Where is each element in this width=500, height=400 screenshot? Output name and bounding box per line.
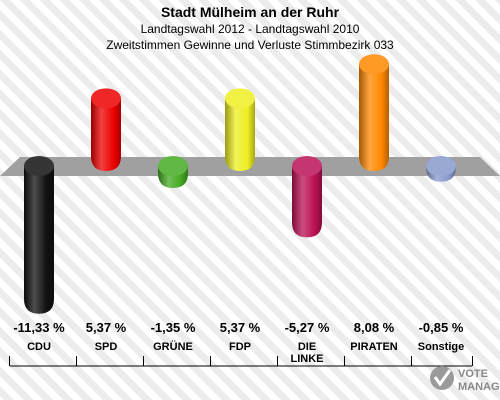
bar-cap-piraten <box>359 54 389 75</box>
bar-cap-spd <box>91 88 121 109</box>
category-label-cdu: CDU <box>27 341 51 353</box>
value-label-cdu: -11,33 % <box>13 320 65 335</box>
category-label-fdp: FDP <box>229 341 251 353</box>
bar-piraten <box>359 64 389 171</box>
bar-cap-grüne <box>158 156 188 176</box>
watermark-text-bottom: MANAGER <box>458 381 500 393</box>
bar-cap-fdp <box>225 88 255 109</box>
bar-cap-die-linke <box>292 156 322 176</box>
chart-subtitle-2: Zweitstimmen Gewinne und Verluste Stimmb… <box>106 38 394 52</box>
value-label-piraten: 8,08 % <box>354 320 395 335</box>
bar-cap-cdu <box>24 156 54 176</box>
bar-cdu <box>24 166 54 314</box>
value-label-fdp: 5,37 % <box>220 320 261 335</box>
value-label-sonstige: -0,85 % <box>419 320 464 335</box>
watermark-text-top: VOTE <box>458 368 488 380</box>
watermark-check-icon <box>433 369 452 387</box>
bar-spd <box>91 98 121 171</box>
category-label-sonstige: Sonstige <box>418 341 464 353</box>
value-labels-group: -11,33 % 5,37 % -1,35 % 5,37 % -5,27 % 8,08 %… <box>13 320 464 335</box>
category-label-die-linke-line-1: DIE <box>298 341 316 353</box>
category-label-piraten: PIRATEN <box>350 341 398 353</box>
chart-title: Stadt Mülheim an der Ruhr <box>161 4 340 20</box>
category-label-spd: SPD <box>95 341 118 353</box>
watermark-logo-icon <box>430 366 454 390</box>
value-label-spd: 5,37 % <box>86 320 127 335</box>
chart-subtitle-1: Landtagswahl 2012 - Landtagswahl 2010 <box>141 22 360 36</box>
watermark: VOTE MANAGER <box>430 366 500 393</box>
value-label-grüne: -1,35 % <box>151 320 196 335</box>
bar-die-linke <box>292 166 322 238</box>
bar-fdp <box>225 98 255 171</box>
bars-group <box>24 54 456 314</box>
category-label-grüne: GRÜNE <box>153 340 193 353</box>
category-label-die-linke-line-2: LINKE <box>291 353 324 365</box>
value-label-die-linke: -5,27 % <box>285 320 330 335</box>
bar-cap-sonstige <box>426 156 456 176</box>
